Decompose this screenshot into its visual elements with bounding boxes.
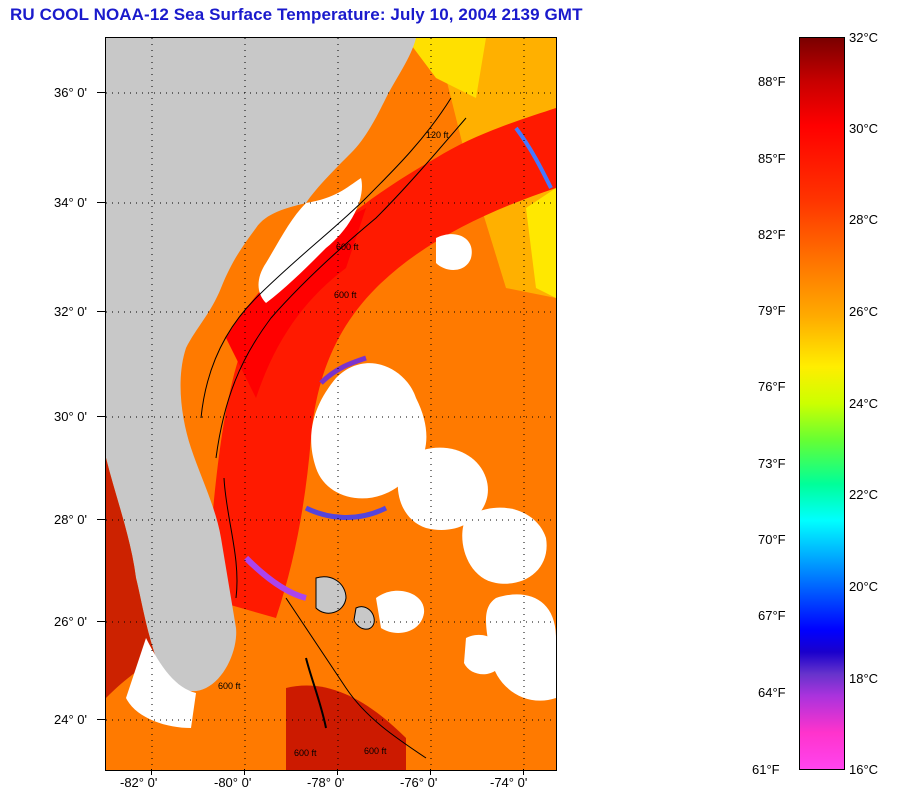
gulf-stream-core (226, 208, 366, 398)
colorbar-fahrenheit-label: 73°F (758, 456, 786, 471)
cloud-cover (126, 638, 196, 728)
colorbar-fahrenheit-label: 88°F (758, 74, 786, 89)
cloud-cover (462, 507, 547, 584)
colorbar-celsius-label: 24°C (849, 396, 879, 411)
cloud-edge (304, 505, 388, 520)
depth-contour-120ft (215, 117, 467, 459)
island (305, 657, 327, 729)
gulf-stream (206, 108, 556, 618)
contour-label: 600 ft (364, 746, 387, 756)
colorbar-fahrenheit-label: 76°F (758, 379, 786, 394)
lat-label: 28° 0' (54, 512, 87, 527)
ocean-cool-patch (526, 188, 556, 298)
lon-label: -80° 0' (214, 775, 252, 790)
colorbar-celsius-label: 20°C (849, 579, 879, 594)
land-mass (106, 38, 416, 692)
island (315, 576, 347, 614)
depth-contour (285, 597, 427, 759)
lon-tick (430, 769, 431, 775)
sst-map-canvas: 600 ft 600 ft 600 ft 600 ft 600 ft 120 f… (106, 38, 556, 770)
lat-label: 24° 0' (54, 712, 87, 727)
colorbar-fahrenheit-label: 85°F (758, 151, 786, 166)
lon-tick (337, 769, 338, 775)
temperature-colorbar (799, 37, 845, 770)
depth-contour (223, 477, 238, 599)
contour-label: 600 ft (336, 242, 359, 252)
lat-tick (97, 621, 105, 622)
lat-tick (97, 519, 105, 520)
colorbar-celsius-label: 16°C (849, 762, 879, 777)
colorbar-celsius-label: 32°C (849, 30, 879, 45)
colorbar-fahrenheit-label: 67°F (758, 608, 786, 623)
map-title: RU COOL NOAA-12 Sea Surface Temperature:… (10, 5, 583, 24)
colorbar-celsius-label: 22°C (849, 487, 879, 502)
colorbar-fahrenheit-label: 70°F (758, 532, 786, 547)
cloud-edge (514, 126, 553, 189)
lon-tick (523, 769, 524, 775)
ocean-cool-patch (406, 38, 486, 98)
colorbar-celsius-label: 26°C (849, 304, 879, 319)
cloud-edge (319, 355, 367, 385)
sst-map: 600 ft 600 ft 600 ft 600 ft 600 ft 120 f… (105, 37, 557, 771)
contour-label: 600 ft (218, 681, 241, 691)
warm-water (286, 685, 406, 770)
cloud-cover (486, 594, 556, 701)
lat-label: 34° 0' (54, 195, 87, 210)
colorbar-fahrenheit-label: 82°F (758, 227, 786, 242)
lon-tick (151, 769, 152, 775)
lat-label: 32° 0' (54, 304, 87, 319)
colorbar-celsius-label: 18°C (849, 671, 879, 686)
colorbar-fahrenheit-label: 79°F (758, 303, 786, 318)
island (353, 606, 375, 630)
cloud-cover (311, 363, 427, 499)
lon-label: -76° 0' (400, 775, 438, 790)
lat-tick (97, 416, 105, 417)
map-grid (106, 38, 556, 770)
lat-tick (97, 719, 105, 720)
lon-label: -82° 0' (120, 775, 158, 790)
colorbar-celsius-label: 28°C (849, 212, 879, 227)
gulf-of-mexico-water (106, 458, 156, 698)
lat-tick (97, 202, 105, 203)
cloud-cover (436, 234, 472, 270)
cloud-edge (243, 555, 307, 601)
lat-label: 36° 0' (54, 85, 87, 100)
colorbar-fahrenheit-label: 61°F (752, 762, 780, 777)
cloud-cover (397, 447, 488, 530)
lat-label: 30° 0' (54, 409, 87, 424)
lat-tick (97, 92, 105, 93)
cloud-cover (464, 634, 502, 675)
depth-contour-600ft (200, 97, 452, 419)
contour-label: 600 ft (294, 748, 317, 758)
lat-label: 26° 0' (54, 614, 87, 629)
contour-label: 120 ft (426, 130, 449, 140)
lon-label: -78° 0' (307, 775, 345, 790)
lon-tick (244, 769, 245, 775)
colorbar-fahrenheit-label: 64°F (758, 685, 786, 700)
lat-tick (97, 311, 105, 312)
colorbar-celsius-label: 30°C (849, 121, 879, 136)
lon-label: -74° 0' (490, 775, 528, 790)
contour-label: 600 ft (334, 290, 357, 300)
